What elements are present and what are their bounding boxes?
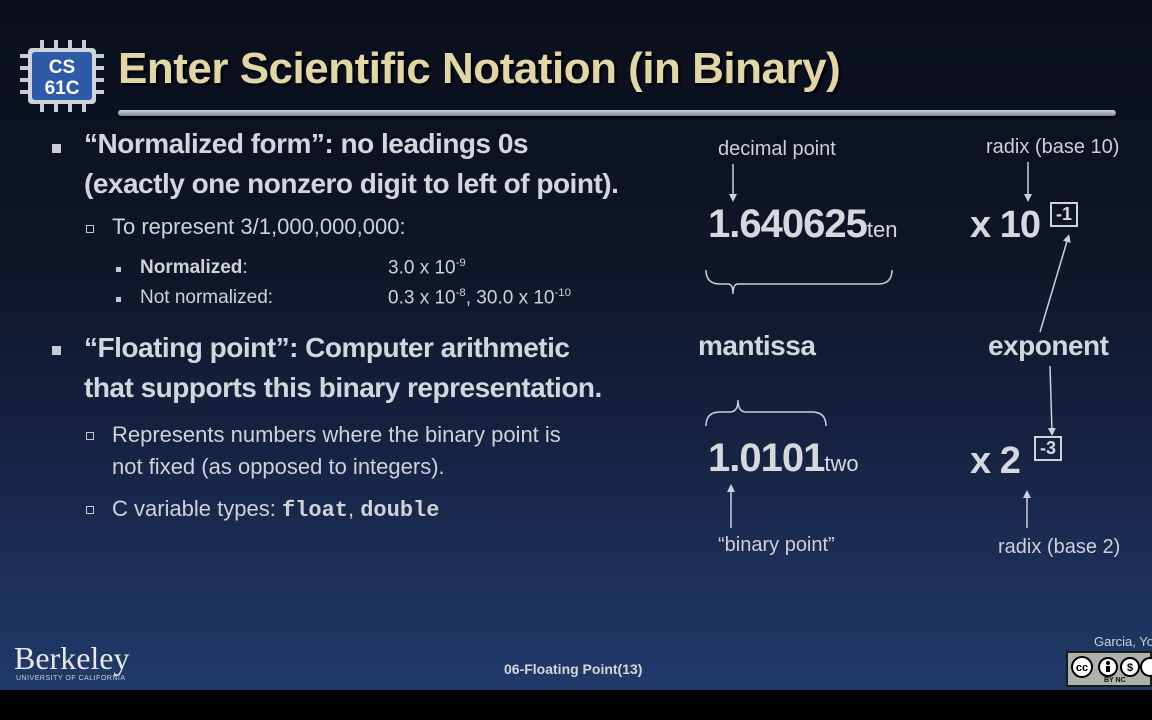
arrow-exponent-to-ten (1039, 234, 1071, 333)
berkeley-subtitle: UNIVERSITY OF CALIFORNIA (16, 675, 126, 682)
ctypes-prefix: C variable types: (112, 496, 282, 521)
not-norm-a-exp: -8 (455, 287, 466, 299)
normalized-colon: : (242, 257, 248, 278)
exponent-label: exponent (988, 330, 1109, 361)
logo-line1: CS (49, 57, 75, 78)
subsub-bullet-marker (116, 267, 121, 272)
binary-number-value: 1.0101 (708, 436, 825, 480)
ctype-double: double (360, 498, 440, 523)
binary-number-subscript: two (824, 451, 859, 476)
diagram-arrows (705, 162, 1071, 528)
not-normalized-value: 0.3 x 10-8, 30.0 x 10-10 (388, 287, 571, 309)
ctype-sep: , (347, 496, 361, 521)
normalized-row-label: Normalized: (140, 257, 248, 279)
exponent-two-box: -3 (1034, 436, 1063, 461)
slide-title: Enter Scientific Notation (in Binary) (118, 44, 841, 93)
times-two: x 2 (970, 440, 1021, 482)
subsub-bullet-marker (116, 297, 121, 302)
radix2-label: radix (base 2) (998, 536, 1121, 558)
sub-bullet-marker (86, 225, 94, 233)
sub-ctypes: C variable types: float, double (112, 496, 439, 523)
berkeley-wordmark: Berkeley (14, 640, 130, 676)
decimal-number-value: 1.640625 (708, 202, 868, 246)
times-ten: x 10 (970, 204, 1041, 246)
normalized-label: Normalized (140, 257, 243, 278)
cs61c-logo: CS 61C (20, 40, 104, 112)
arrow-exponent-to-two (1047, 365, 1056, 436)
decimal-point-label: decimal point (718, 138, 836, 160)
not-norm-a: 0.3 x 10 (388, 287, 456, 309)
binary-number: 1.0101two (708, 436, 859, 481)
cc-icon: cc $ (1071, 656, 1152, 678)
bullet-normalized-line2: (exactly one nonzero digit to left of po… (84, 168, 619, 199)
title-rule (118, 110, 1116, 116)
binary-point-label: “binary point” (718, 534, 835, 556)
bullet-square (52, 346, 61, 355)
not-norm-sep: , 30.0 x 10 (465, 287, 555, 309)
not-norm-b-exp: -10 (554, 287, 571, 299)
brace-mantissa-bottom (705, 399, 827, 427)
slide: CS 61C Enter Scientific Notation (in Bin… (0, 0, 1152, 690)
sub-represent: To represent 3/1,000,000,000: (112, 214, 406, 239)
ctype-float: float (281, 498, 348, 523)
author-credit: Garcia, Yo (1094, 634, 1152, 649)
logo-line2: 61C (45, 78, 80, 99)
bullet-normalized-line1: “Normalized form”: no leadings 0s (84, 128, 529, 159)
normalized-value: 3.0 x 10-9 (388, 257, 466, 279)
bullet-fp-line2: that supports this binary representation… (84, 372, 602, 403)
bottom-letterbox (0, 690, 1152, 720)
bullet-fp-line1: “Floating point”: Computer arithmetic (84, 332, 570, 363)
cc-terms: BY NC (1104, 677, 1126, 684)
normalized-exp: -9 (455, 257, 466, 269)
bullet-square (52, 144, 61, 153)
decimal-number-subscript: ten (866, 217, 898, 242)
normalized-mantissa: 3.0 x 10 (388, 257, 456, 279)
svg-text:cc: cc (1076, 662, 1088, 674)
radix10-label: radix (base 10) (986, 136, 1120, 158)
exponent-ten-box: -1 (1050, 202, 1079, 227)
sub-bullet-marker (86, 432, 94, 440)
sub-represents-line2: not fixed (as opposed to integers). (112, 454, 445, 479)
cc-license-badge: cc $ BY NC (1066, 651, 1152, 687)
sub-represents-line1: Represents numbers where the binary poin… (112, 422, 561, 447)
mantissa-label: mantissa (698, 330, 816, 361)
svg-text:$: $ (1127, 662, 1133, 674)
not-normalized-label: Not normalized: (140, 287, 274, 308)
slide-footer-title: 06-Floating Point(13) (504, 661, 643, 677)
brace-mantissa-top (705, 269, 893, 295)
decimal-number: 1.640625ten (708, 202, 897, 247)
sub-bullet-marker (86, 506, 94, 514)
